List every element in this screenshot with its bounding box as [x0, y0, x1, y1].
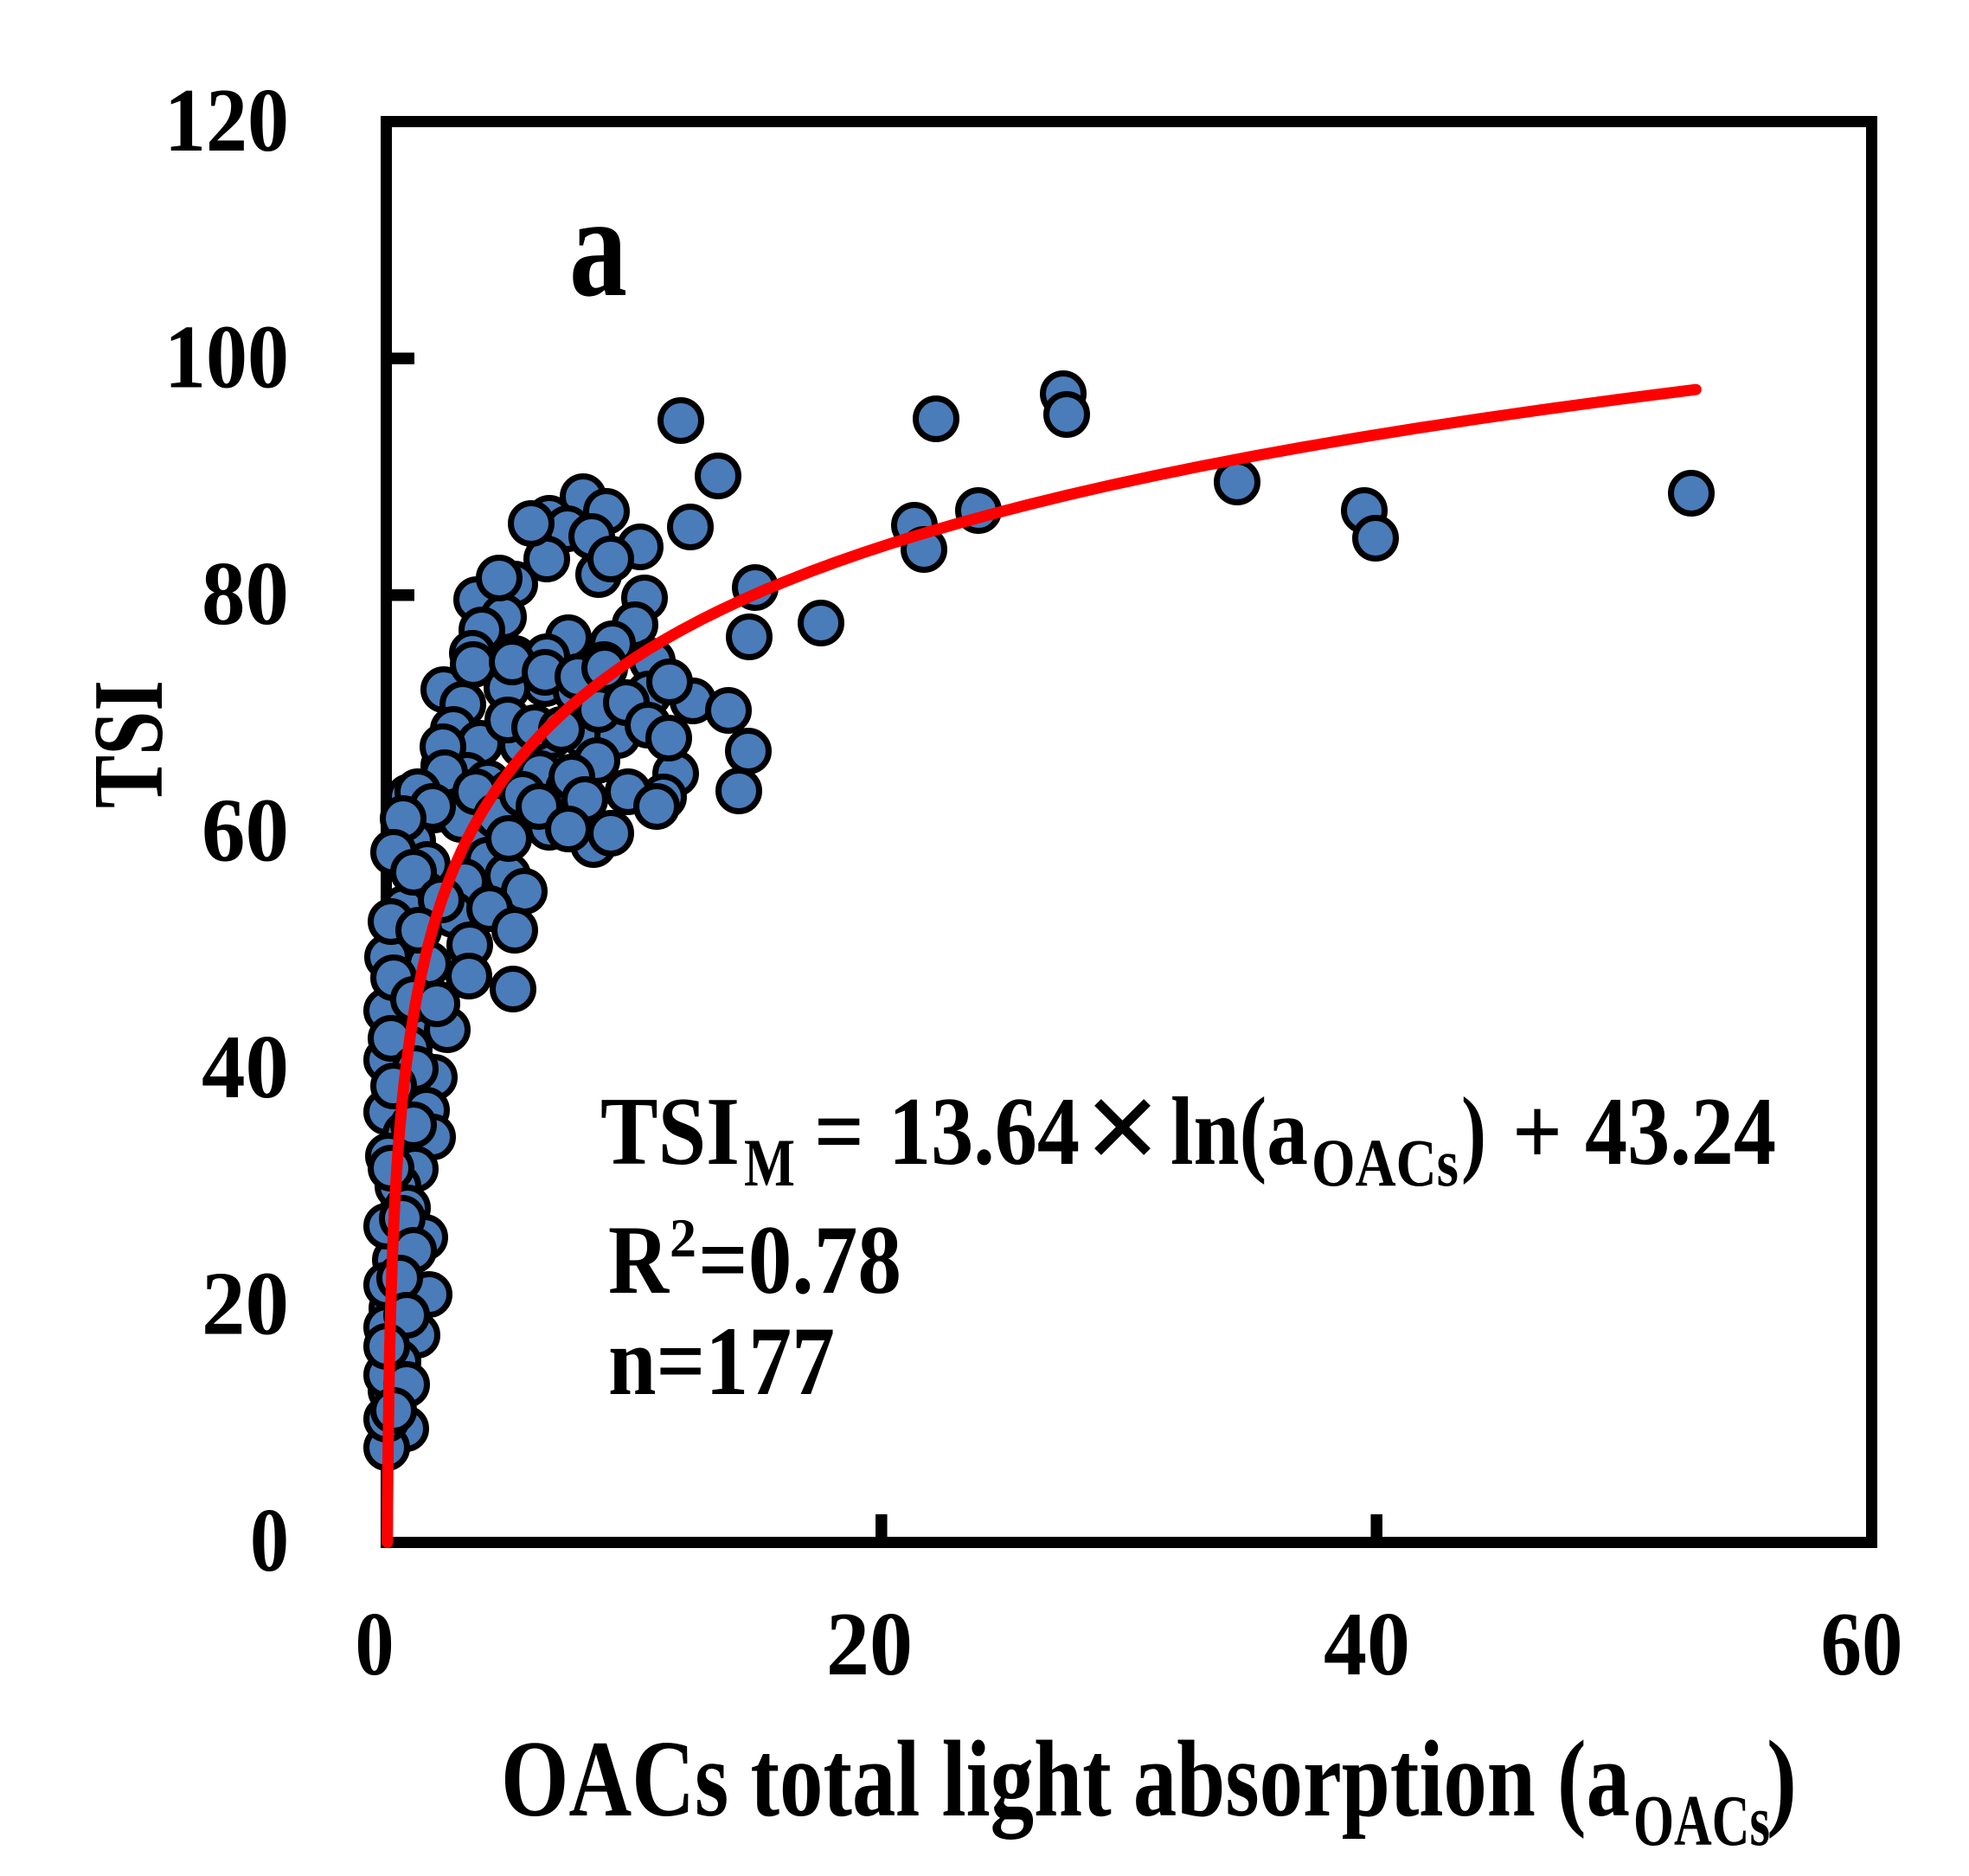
svg-text:20: 20: [826, 1593, 913, 1694]
svg-text:0: 0: [250, 1489, 289, 1590]
svg-text:40: 40: [1324, 1593, 1410, 1694]
svg-text:R: R: [608, 1206, 670, 1314]
svg-text:TSI: TSI: [600, 1078, 740, 1185]
svg-text:80: 80: [202, 543, 289, 644]
svg-text:n=177: n=177: [608, 1307, 835, 1416]
svg-text:43.24: 43.24: [1585, 1078, 1776, 1185]
svg-text:ln(a: ln(a: [1170, 1078, 1308, 1185]
svg-text:0: 0: [356, 1593, 394, 1694]
svg-text:120: 120: [164, 69, 289, 170]
svg-text:=0.78: =0.78: [698, 1206, 901, 1314]
svg-text:13.64: 13.64: [888, 1078, 1080, 1185]
svg-text:OACs total light absorption (a: OACs total light absorption (a: [501, 1719, 1630, 1840]
svg-text:OACs: OACs: [1633, 1781, 1770, 1861]
svg-text:2: 2: [670, 1207, 696, 1269]
svg-text:20: 20: [202, 1253, 289, 1354]
svg-text:M: M: [744, 1125, 795, 1200]
svg-text:+: +: [1512, 1078, 1562, 1185]
svg-text:60: 60: [202, 780, 289, 881]
svg-text:): ): [1767, 1719, 1797, 1840]
svg-text:a: a: [569, 166, 627, 327]
svg-text:TSI: TSI: [74, 680, 184, 808]
svg-text:): ): [1461, 1078, 1486, 1185]
svg-text:100: 100: [164, 306, 289, 408]
svg-text:=: =: [814, 1078, 864, 1185]
svg-text:40: 40: [202, 1016, 289, 1117]
svg-text:OACs: OACs: [1312, 1125, 1459, 1200]
svg-text:60: 60: [1821, 1593, 1903, 1694]
